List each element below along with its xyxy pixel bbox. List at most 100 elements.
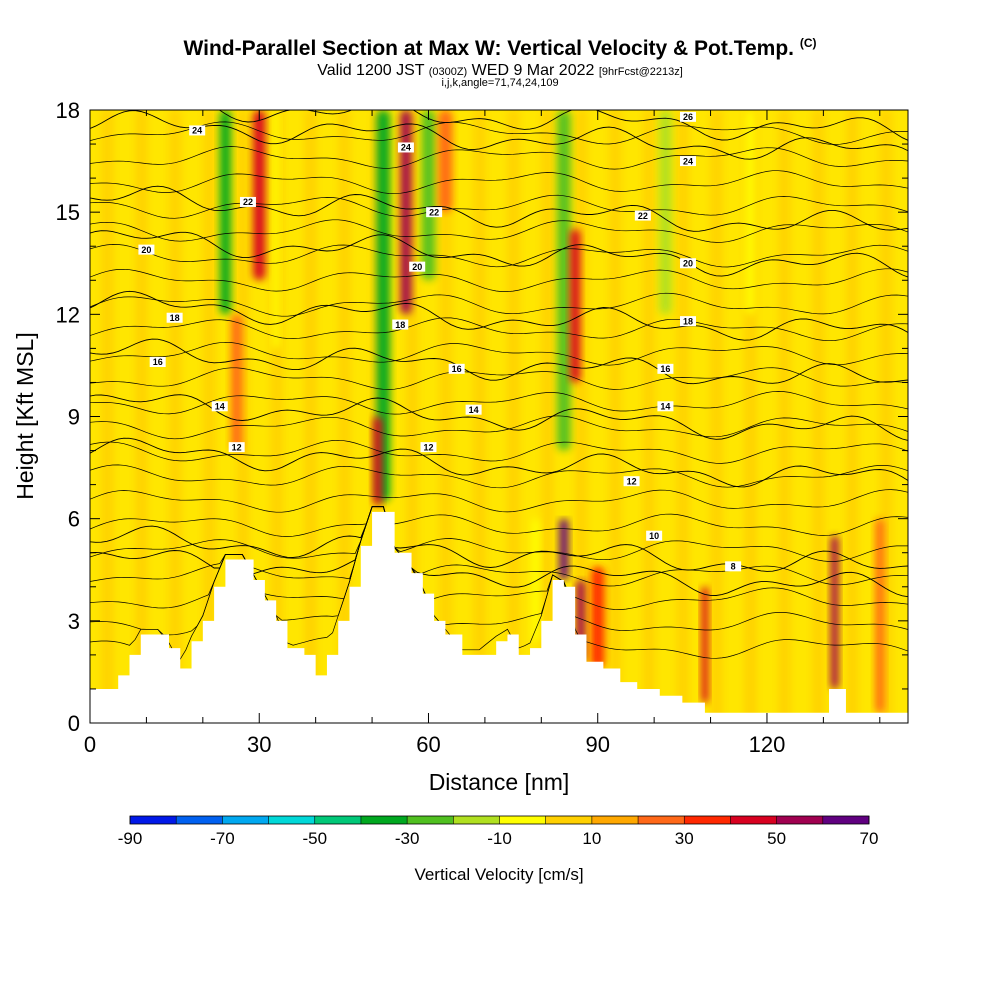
colorbar-swatch (822, 816, 870, 824)
texture-band (135, 110, 148, 723)
isentrope-label-bg (392, 319, 409, 330)
isentrope-26 (218, 110, 908, 141)
texture-band (168, 110, 182, 723)
texture-band (202, 110, 216, 723)
isentrope-label: 22 (243, 197, 253, 207)
colorbar-swatch (176, 816, 223, 824)
x-tick-label: 90 (585, 732, 609, 757)
y-tick-label: 12 (56, 302, 80, 327)
colorbar-swatch (453, 816, 500, 824)
isentrope-label: 22 (429, 207, 439, 217)
isentrope-label-bg (634, 210, 651, 221)
isentrope-line (90, 489, 908, 513)
isentrope-label: 24 (683, 156, 693, 166)
colorbar-swatch (314, 816, 362, 824)
isentrope-label: 12 (627, 476, 637, 486)
velocity-plume (400, 110, 412, 315)
isentrope-label: 10 (649, 531, 659, 541)
colorbar-label: Vertical Velocity [cm/s] (414, 865, 583, 884)
isentrope-line (90, 367, 908, 390)
colorbar-swatch (545, 816, 593, 824)
isentrope-line (90, 341, 908, 366)
velocity-plume (875, 518, 885, 713)
velocity-plume (219, 110, 232, 315)
isentrope-line (90, 506, 908, 537)
isentrope-label: 20 (683, 258, 693, 268)
isentrope-label-bg (189, 125, 206, 136)
texture-band (778, 110, 791, 723)
isentrope-labels: 8 10 12 12 12 14 14 14 16 16 16 18 18 18 20 20 20 22 22 22 2… (138, 111, 742, 572)
isentrope-label-bg (397, 142, 414, 153)
velocity-plume (590, 566, 605, 669)
isentrope-10 (90, 506, 908, 572)
colorbar-swatch (776, 816, 824, 824)
isentrope-line (90, 464, 908, 489)
isentrope-line (90, 506, 908, 587)
plot-area: 8 10 12 12 12 14 14 14 16 16 16 18 18 18 20 20 20 22 22 22 2… (90, 110, 908, 723)
texture-band (338, 110, 351, 723)
isentrope-label-bg (166, 312, 183, 323)
isentrope-label: 16 (660, 364, 670, 374)
texture-band (439, 110, 453, 723)
velocity-plume (830, 535, 839, 689)
isentrope-label-bg (725, 561, 742, 572)
isentrope-label-bg (679, 156, 696, 167)
isentrope-label: 14 (215, 401, 225, 411)
isentropes (90, 110, 908, 660)
colorbar-tick-label: -90 (118, 829, 143, 848)
isentrope-18 (90, 290, 908, 341)
isentrope-label-bg (679, 258, 696, 269)
isentrope-label-bg (657, 401, 674, 412)
isentrope-label: 12 (232, 442, 242, 452)
isentrope-label: 14 (469, 405, 479, 415)
isentrope-label: 16 (452, 364, 462, 374)
chart-subtitle: Valid 1200 JST (0300Z) WED 9 Mar 2022 [9… (317, 62, 683, 79)
texture-band (676, 110, 690, 723)
colorbar-swatch (684, 816, 731, 824)
axes: 0 30 60 90 120 0 3 6 9 12 15 18 (56, 98, 908, 757)
colorbar-tick-label: -70 (210, 829, 235, 848)
texture-band (101, 110, 114, 723)
y-tick-label: 6 (68, 507, 80, 532)
chart-indices: i,j,k,angle=71,74,24,109 (441, 77, 559, 89)
isentrope-label-bg (657, 363, 674, 374)
isentrope-label: 18 (683, 316, 693, 326)
texture-band (473, 110, 487, 723)
texture-band (710, 110, 723, 723)
isentrope-line (90, 439, 908, 464)
isentrope-label-bg (211, 401, 228, 412)
colorbar-swatch (638, 816, 685, 824)
isentrope-label: 12 (423, 442, 433, 452)
texture-band (609, 110, 622, 723)
isentrope-label-bg (420, 442, 437, 453)
y-tick-label: 9 (68, 405, 80, 430)
colorbar-tick-label: -30 (395, 829, 420, 848)
colorbar-swatch (130, 816, 177, 824)
colorbar-swatch (360, 816, 408, 824)
isentrope-label-bg (679, 111, 696, 122)
isentrope-label-bg (679, 316, 696, 327)
y-tick-label: 18 (56, 98, 80, 123)
isentrope-label-bg (228, 442, 245, 453)
isentrope-label-bg (448, 363, 465, 374)
isentrope-line (90, 194, 908, 219)
isentrope-24 (90, 110, 908, 160)
isentrope-label-bg (138, 244, 155, 255)
isentrope-label: 18 (170, 313, 180, 323)
isentrope-label: 8 (731, 562, 736, 572)
chart-title: Wind-Parallel Section at Max W: Vertical… (183, 36, 817, 60)
isentrope-line (90, 244, 908, 268)
velocity-plume (559, 518, 569, 580)
isentrope-label: 20 (141, 245, 151, 255)
isentrope-line (90, 121, 908, 145)
velocity-plume (421, 110, 436, 281)
velocity-plume (701, 586, 709, 703)
isentrope-line (90, 415, 908, 440)
isentrope-14 (90, 394, 908, 441)
velocity-plume (659, 110, 672, 315)
isentrope-20 (90, 230, 908, 278)
isentrope-line (90, 170, 908, 195)
isentrope-12 (90, 437, 908, 488)
isentrope-22 (90, 185, 908, 232)
